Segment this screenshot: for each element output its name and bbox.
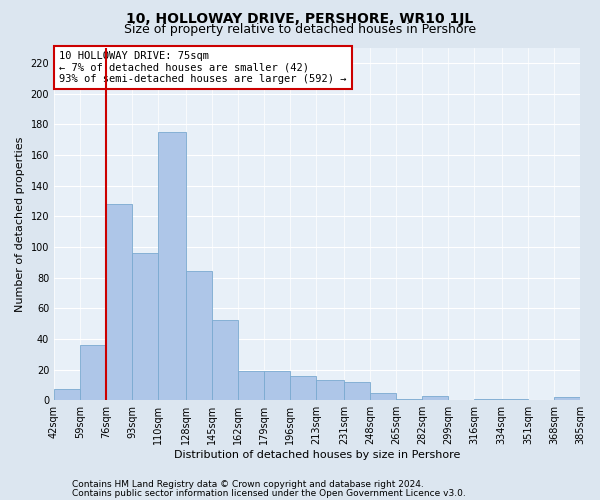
Bar <box>238 371 264 400</box>
Bar <box>80 345 106 400</box>
Text: Size of property relative to detached houses in Pershore: Size of property relative to detached ho… <box>124 22 476 36</box>
Y-axis label: Number of detached properties: Number of detached properties <box>15 136 25 312</box>
Bar <box>396 398 422 400</box>
Bar <box>264 371 290 400</box>
Bar <box>316 380 344 400</box>
Text: 10, HOLLOWAY DRIVE, PERSHORE, WR10 1JL: 10, HOLLOWAY DRIVE, PERSHORE, WR10 1JL <box>127 12 473 26</box>
Bar <box>106 204 132 400</box>
Bar <box>158 132 186 400</box>
Bar <box>370 392 396 400</box>
Bar <box>554 397 580 400</box>
Text: 10 HOLLOWAY DRIVE: 75sqm
← 7% of detached houses are smaller (42)
93% of semi-de: 10 HOLLOWAY DRIVE: 75sqm ← 7% of detache… <box>59 51 347 84</box>
X-axis label: Distribution of detached houses by size in Pershore: Distribution of detached houses by size … <box>174 450 460 460</box>
Text: Contains public sector information licensed under the Open Government Licence v3: Contains public sector information licen… <box>72 488 466 498</box>
Bar <box>186 272 212 400</box>
Bar <box>212 320 238 400</box>
Bar <box>422 396 448 400</box>
Bar <box>132 253 158 400</box>
Bar <box>474 398 502 400</box>
Bar <box>502 398 528 400</box>
Text: Contains HM Land Registry data © Crown copyright and database right 2024.: Contains HM Land Registry data © Crown c… <box>72 480 424 489</box>
Bar <box>290 376 316 400</box>
Bar <box>54 390 80 400</box>
Bar <box>344 382 370 400</box>
